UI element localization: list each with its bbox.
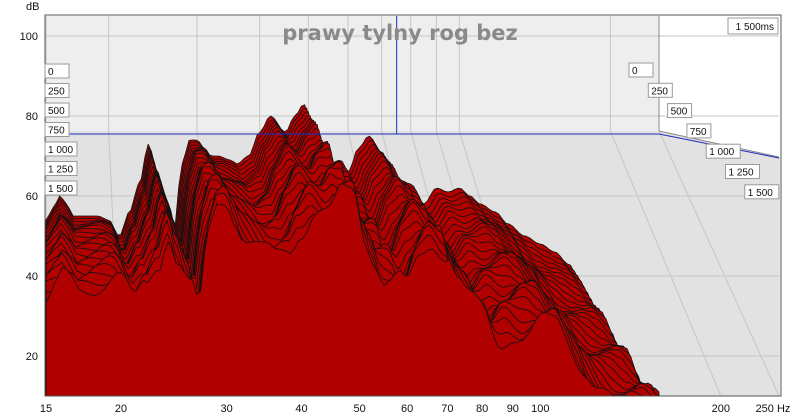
time-slices	[45, 104, 780, 397]
time-label: 1 000	[705, 143, 741, 159]
x-tick-label: 40	[295, 403, 307, 415]
time-label: 1 000	[44, 141, 78, 157]
x-tick-label: 50	[354, 403, 366, 415]
time-label: 250	[647, 82, 673, 98]
plot-back-wall	[46, 16, 659, 131]
time-label: 1 500	[744, 184, 780, 200]
time-axis-corner-label: 1 500ms	[736, 22, 774, 33]
x-tick-label: 15	[40, 403, 52, 415]
x-tick-label: 20	[115, 403, 127, 415]
svg-text:750: 750	[48, 126, 65, 137]
time-label: 500	[44, 102, 70, 118]
svg-text:1 250: 1 250	[729, 168, 754, 179]
svg-text:250: 250	[651, 86, 668, 97]
svg-text:1 500: 1 500	[748, 188, 773, 199]
time-label: 1 250	[725, 164, 760, 179]
y-axis-label: dB	[26, 1, 39, 13]
time-label: 1 250	[44, 161, 78, 176]
y-tick-labels: 20 40 60 80 100	[20, 31, 38, 363]
svg-text:0: 0	[48, 67, 54, 78]
grid-x-floor	[609, 130, 722, 397]
plot-frame	[44, 14, 782, 397]
svg-text:0: 0	[632, 66, 638, 77]
y-tick-label: 80	[26, 111, 38, 123]
grid-x-floor	[658, 130, 780, 397]
y-tick-label: 60	[26, 191, 38, 203]
svg-text:500: 500	[671, 107, 688, 118]
time-label: 750	[686, 123, 712, 139]
x-tick-label: 200	[712, 403, 730, 415]
time-label: 0	[628, 62, 654, 78]
x-tick-label: 100	[531, 403, 549, 415]
svg-text:1 000: 1 000	[48, 145, 73, 156]
x-tick-label: 80	[476, 403, 488, 415]
svg-text:1 250: 1 250	[48, 165, 73, 176]
time-label: 500	[667, 103, 693, 119]
svg-text:750: 750	[690, 127, 707, 138]
svg-text:1 000: 1 000	[709, 147, 734, 158]
x-tick-label: 250 Hz	[756, 403, 791, 415]
x-tick-label: 30	[220, 403, 232, 415]
time-label: 1 500	[44, 180, 78, 196]
y-tick-label: 40	[26, 271, 38, 283]
x-tick-label: 70	[441, 403, 453, 415]
y-tick-label: 100	[20, 31, 38, 43]
x-tick-labels: 15 20 30 40 50 60 70 80 90 100 200 250 Hz	[40, 403, 791, 415]
time-axis-corner: 1 500ms	[727, 17, 779, 35]
time-label: 750	[44, 122, 70, 137]
x-tick-label: 90	[507, 403, 519, 415]
time-label: 0	[44, 63, 70, 79]
svg-text:250: 250	[48, 87, 65, 98]
y-tick-label: 20	[26, 351, 38, 363]
chart-title: prawy tylny rog bez	[282, 21, 517, 45]
svg-text:500: 500	[48, 106, 65, 117]
svg-text:1 500: 1 500	[48, 184, 73, 195]
time-label: 250	[44, 83, 70, 98]
x-tick-label: 60	[401, 403, 413, 415]
